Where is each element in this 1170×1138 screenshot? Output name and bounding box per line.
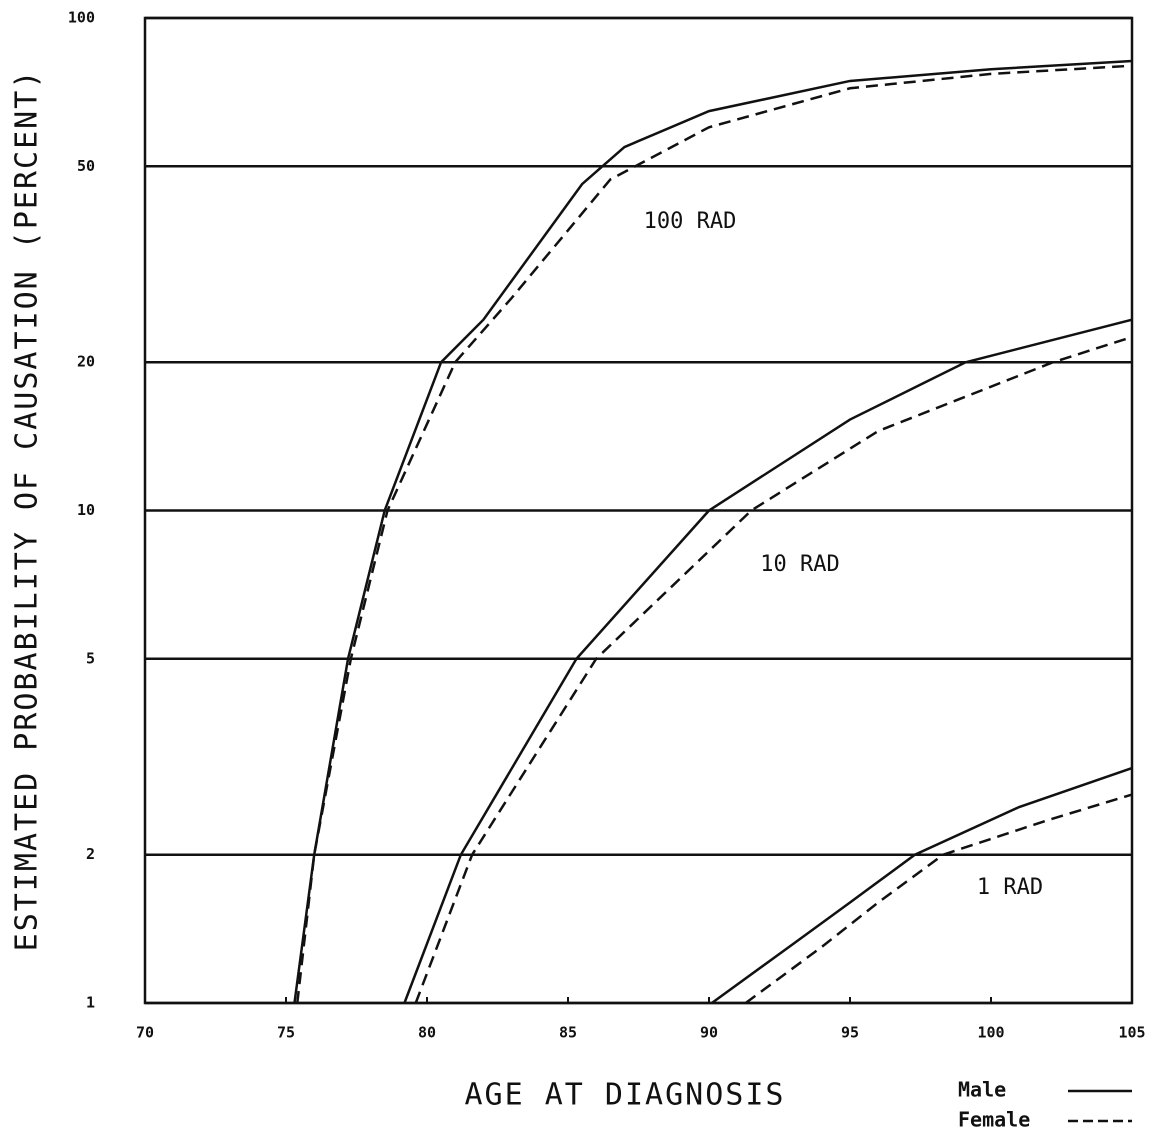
x-tick-label: 90	[700, 1024, 718, 1042]
legend-label: Male	[958, 1078, 1006, 1102]
x-tick-label: 100	[977, 1024, 1004, 1042]
x-tick-label: 85	[559, 1024, 577, 1042]
x-tick-label: 80	[418, 1024, 436, 1042]
y-tick-label: 10	[77, 501, 95, 519]
curve-male	[293, 59, 1133, 1004]
curve-female	[414, 335, 1133, 1004]
x-axis-label: AGE AT DIAGNOSIS	[465, 1078, 786, 1113]
legend-label: Female	[958, 1108, 1030, 1132]
x-tick-label: 105	[1118, 1024, 1145, 1042]
y-tick-label: 2	[86, 845, 95, 863]
y-tick-label: 20	[77, 353, 95, 371]
y-tick-label: 5	[86, 649, 95, 667]
curve-male	[403, 318, 1133, 1004]
y-tick-label: 100	[68, 9, 95, 27]
y-tick-label: 1	[86, 994, 95, 1012]
curve-male	[711, 766, 1133, 1005]
curve-label: 10 RAD	[760, 552, 839, 577]
x-tick-label: 75	[277, 1024, 295, 1042]
x-tick-label: 95	[841, 1024, 859, 1042]
curve-female	[296, 64, 1133, 1004]
y-tick-label: 50	[77, 157, 95, 175]
curve-label: 100 RAD	[644, 209, 737, 234]
curve-label: 1 RAD	[977, 875, 1043, 900]
x-tick-label: 70	[136, 1024, 154, 1042]
y-axis-label: ESTIMATED PROBABILITY OF CAUSATION (PERC…	[10, 69, 45, 952]
curve-female	[744, 793, 1133, 1005]
